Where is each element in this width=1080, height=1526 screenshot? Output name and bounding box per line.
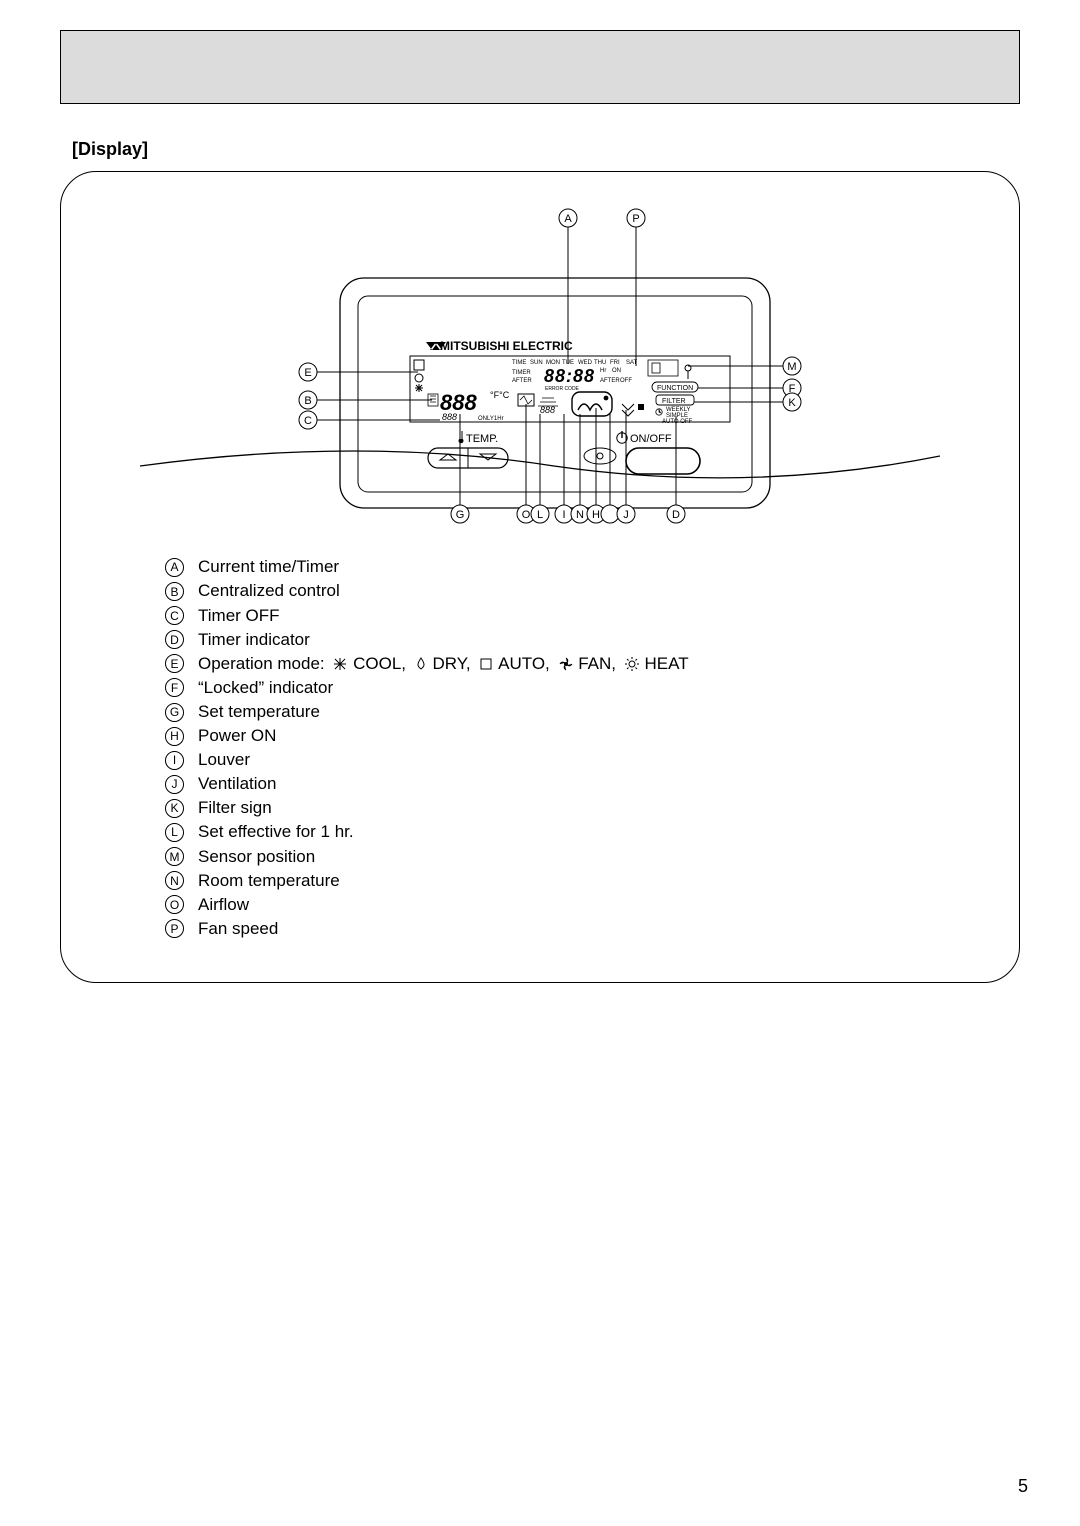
svg-text:A: A [564, 213, 572, 225]
svg-text:O: O [522, 509, 531, 521]
legend-text: Current time/Timer [198, 556, 339, 578]
svg-text:THU: THU [594, 360, 606, 366]
legend-row: F “Locked” indicator [165, 677, 997, 699]
svg-text:G: G [456, 509, 465, 521]
circled-letter: P [165, 919, 184, 938]
legend-row: C Timer OFF [165, 605, 997, 627]
clock-digits: 88:88 [544, 366, 595, 386]
circled-letter: I [165, 751, 184, 770]
svg-text:AFTER: AFTER [600, 378, 620, 384]
diagram: MITSUBISHI ELECTRIC TIME SUN MON TUE WED… [83, 198, 997, 538]
legend-text: Set effective for 1 hr. [198, 821, 354, 843]
svg-text:OFF: OFF [620, 378, 632, 384]
svg-text:TIMER: TIMER [512, 370, 531, 376]
brand-label: MITSUBISHI ELECTRIC [440, 339, 573, 353]
auto-icon [479, 657, 493, 671]
svg-text:TIME: TIME [512, 360, 526, 366]
circled-letter: H [165, 727, 184, 746]
svg-text:SUN: SUN [530, 360, 543, 366]
legend-text: Filter sign [198, 797, 272, 819]
svg-text:M: M [787, 361, 796, 373]
circled-letter: O [165, 895, 184, 914]
legend-text: Power ON [198, 725, 276, 747]
legend-row: K Filter sign [165, 797, 997, 819]
legend-text: Timer indicator [198, 629, 310, 651]
svg-text:L: L [537, 509, 543, 521]
legend-row: M Sensor position [165, 846, 997, 868]
legend-text: Fan speed [198, 918, 278, 940]
circled-letter: L [165, 823, 184, 842]
page: [Display] MITSUBISHI ELECTRIC TIME SUN M… [0, 0, 1080, 1526]
dry-icon [415, 657, 427, 671]
legend-row: P Fan speed [165, 918, 997, 940]
circled-letter: F [165, 678, 184, 697]
legend-text: Louver [198, 749, 250, 771]
circled-letter: E [165, 654, 184, 673]
svg-text:ERROR CODE: ERROR CODE [545, 386, 580, 392]
circled-letter: D [165, 630, 184, 649]
legend-row: A Current time/Timer [165, 556, 997, 578]
svg-text:Hr: Hr [600, 368, 606, 374]
circled-letter: K [165, 799, 184, 818]
legend-text: Airflow [198, 894, 249, 916]
legend-row: H Power ON [165, 725, 997, 747]
legend-text: Ventilation [198, 773, 276, 795]
circled-letter: C [165, 606, 184, 625]
svg-text:°F°C: °F°C [490, 390, 510, 400]
svg-text:ONLY1Hr: ONLY1Hr [478, 416, 504, 422]
svg-text:ON: ON [612, 368, 621, 374]
circled-letter: B [165, 582, 184, 601]
legend-text: Set temperature [198, 701, 320, 723]
svg-text:888: 888 [442, 412, 457, 422]
svg-text:N: N [576, 509, 584, 521]
svg-text:C: C [304, 415, 312, 427]
svg-text:P: P [632, 213, 639, 225]
svg-text:AFTER: AFTER [512, 378, 532, 384]
svg-text:FILTER: FILTER [662, 398, 686, 405]
svg-text:TEMP.: TEMP. [466, 433, 498, 445]
svg-text:K: K [788, 397, 796, 409]
controller-svg: MITSUBISHI ELECTRIC TIME SUN MON TUE WED… [140, 198, 940, 538]
legend-text: “Locked” indicator [198, 677, 333, 699]
legend-text: Operation mode: COOL, DRY, AUTO, FAN, HE… [198, 653, 689, 675]
legend-row: I Louver [165, 749, 997, 771]
cool-icon [333, 657, 347, 671]
svg-text:E: E [304, 367, 311, 379]
legend-text: Room temperature [198, 870, 340, 892]
svg-text:J: J [623, 509, 629, 521]
section-title: [Display] [72, 138, 1020, 161]
legend-row: D Timer indicator [165, 629, 997, 651]
legend-row: N Room temperature [165, 870, 997, 892]
legend-row: O Airflow [165, 894, 997, 916]
legend-row-modes: E Operation mode: COOL, DRY, AUTO, FAN, … [165, 653, 997, 675]
svg-text:B: B [304, 395, 311, 407]
legend-text: Sensor position [198, 846, 315, 868]
fan-icon [559, 657, 573, 671]
circled-letter: J [165, 775, 184, 794]
svg-text:ON/OFF: ON/OFF [630, 433, 672, 445]
legend-list: A Current time/Timer B Centralized control… [165, 556, 997, 940]
circled-letter: G [165, 703, 184, 722]
legend-row: B Centralized control [165, 580, 997, 602]
svg-text:888: 888 [540, 405, 555, 415]
svg-text:FRI: FRI [610, 360, 620, 366]
legend-row: J Ventilation [165, 773, 997, 795]
svg-text:D: D [672, 509, 680, 521]
svg-text:I: I [562, 509, 565, 521]
display-panel: MITSUBISHI ELECTRIC TIME SUN MON TUE WED… [60, 171, 1020, 983]
header-band [60, 30, 1020, 104]
svg-text:AUTO OFF: AUTO OFF [662, 419, 693, 425]
page-number: 5 [1018, 1475, 1028, 1498]
legend-row: L Set effective for 1 hr. [165, 821, 997, 843]
circled-letter: A [165, 558, 184, 577]
legend-text: Centralized control [198, 580, 340, 602]
legend-row: G Set temperature [165, 701, 997, 723]
legend-text: Timer OFF [198, 605, 280, 627]
circled-letter: N [165, 871, 184, 890]
mode-icons [414, 360, 424, 392]
circled-letter: M [165, 847, 184, 866]
heat-icon [625, 657, 639, 671]
svg-text:FUNCTION: FUNCTION [657, 385, 693, 392]
svg-text:H: H [592, 509, 600, 521]
